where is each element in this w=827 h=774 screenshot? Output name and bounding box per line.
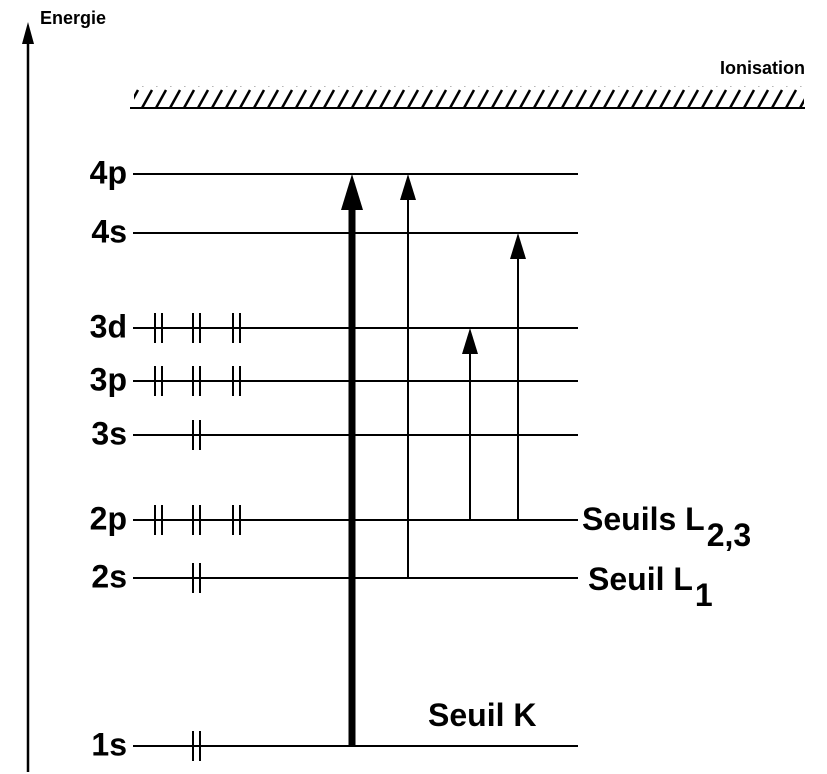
arrowhead xyxy=(341,174,363,210)
level-label: 4s xyxy=(91,213,127,249)
ionisation-hatch xyxy=(134,86,804,108)
axis-label: Energie xyxy=(40,8,106,28)
level-label: 2p xyxy=(90,500,127,536)
level-label: 3d xyxy=(90,308,127,344)
level-label: 3s xyxy=(91,415,127,451)
levels: 4p 4s 3d 3p 3s 2p 2s 1s Seuils L 2,3 Seuil L 1 Seuil… xyxy=(90,154,752,762)
arrowhead xyxy=(400,174,416,200)
arrowhead xyxy=(510,233,526,259)
threshold-subscript: 2,3 xyxy=(707,517,751,553)
threshold-label: Seuil L xyxy=(588,561,693,597)
level-label: 4p xyxy=(90,154,127,190)
threshold-label: Seuils L xyxy=(582,501,705,537)
level-label: 3p xyxy=(90,361,127,397)
axis-arrowhead xyxy=(22,22,34,44)
level-label: 1s xyxy=(91,726,127,762)
threshold-label: Seuil K xyxy=(428,697,536,733)
ionisation-label: Ionisation xyxy=(720,58,805,78)
arrowhead xyxy=(462,328,478,354)
level-label: 2s xyxy=(91,558,127,594)
threshold-subscript: 1 xyxy=(695,577,713,613)
